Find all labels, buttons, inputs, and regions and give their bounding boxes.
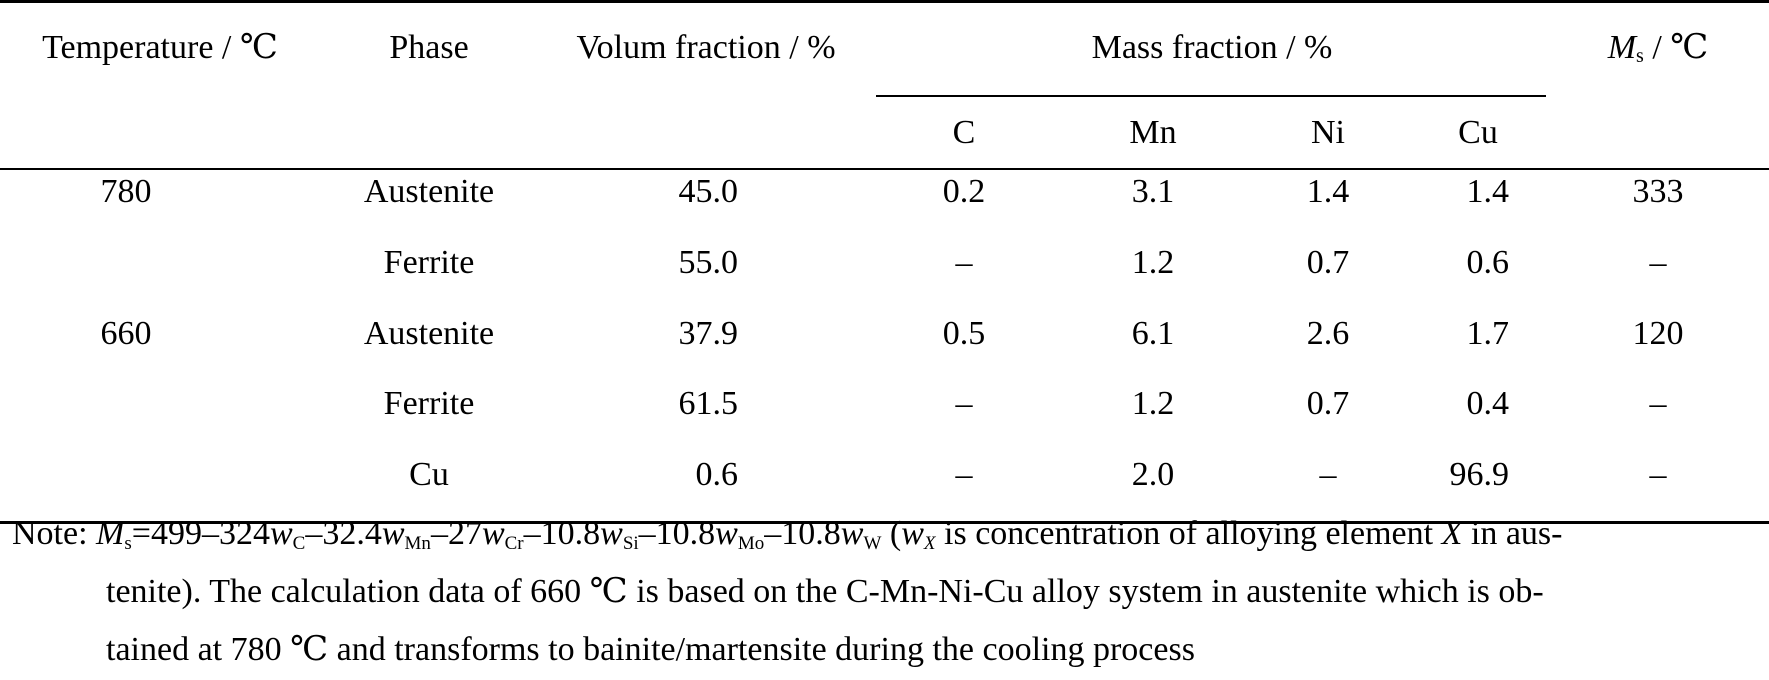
cell-volume-fraction: 61.5 — [678, 385, 739, 422]
note-sub-w: W — [863, 533, 882, 554]
note-w-mn: w — [381, 515, 405, 552]
cell-mass-ni: 2.6 — [1306, 315, 1350, 352]
note-t6: ( — [881, 515, 902, 552]
note-t5: –10.8 — [764, 515, 841, 552]
header-volume-fraction: Volum fraction / % — [576, 29, 836, 66]
cell-mass-mn: 3.1 — [1131, 173, 1175, 210]
note-sub-mo: Mo — [737, 533, 765, 554]
cell-volume-fraction: 55.0 — [678, 244, 739, 281]
note-t1: –32.4 — [305, 515, 382, 552]
cell-ms: 120 — [1632, 315, 1684, 352]
ms-subscript: s — [1636, 45, 1644, 67]
note-line-1: Note: Ms=499–324wC–32.4wMn–27wCr–10.8wSi… — [12, 505, 1562, 573]
cell-mass-c: 0.5 — [942, 315, 986, 352]
cell-ms: 333 — [1632, 173, 1684, 210]
table-bottom-rule — [0, 521, 1769, 524]
cell-mass-cu: 1.7 — [1466, 315, 1510, 352]
cell-phase: Austenite — [363, 173, 495, 210]
note-eq: =499–324 — [131, 515, 270, 552]
header-bottom-rule — [0, 168, 1769, 170]
cell-mass-ni: – — [1319, 456, 1337, 493]
cell-volume-fraction: 0.6 — [695, 456, 739, 493]
note-ms-subscript: s — [124, 533, 132, 554]
header-phase: Phase — [389, 29, 469, 66]
note-sub-si: Si — [622, 533, 639, 554]
note-sub-cr: Cr — [504, 533, 524, 554]
note-sub-c: C — [292, 533, 306, 554]
note-w-cr: w — [481, 515, 505, 552]
cell-mass-mn: 1.2 — [1131, 244, 1175, 281]
cell-mass-mn: 1.2 — [1131, 385, 1175, 422]
cell-volume-fraction: 37.9 — [678, 315, 739, 352]
cell-ms: – — [1649, 456, 1667, 493]
note-t2: –27 — [430, 515, 482, 552]
mass-fraction-underline — [876, 95, 1546, 97]
note-x-var: X — [1441, 515, 1463, 552]
header-mass-fraction: Mass fraction / % — [1091, 29, 1333, 66]
cell-phase: Ferrite — [383, 385, 475, 422]
cell-temperature: 780 — [100, 173, 152, 210]
header-element-ni: Ni — [1311, 114, 1345, 151]
note-prefix: Note: — [12, 515, 97, 552]
cell-temperature: 660 — [100, 315, 152, 352]
header-element-cu: Cu — [1458, 114, 1498, 151]
note-w-si: w — [600, 515, 623, 552]
note-line-3: tained at 780 ℃ and transforms to bainit… — [106, 631, 1195, 668]
cell-ms: – — [1649, 385, 1667, 422]
cell-mass-cu: 1.4 — [1466, 173, 1510, 210]
cell-mass-c: – — [955, 385, 973, 422]
cell-mass-mn: 2.0 — [1131, 456, 1175, 493]
cell-mass-cu: 0.4 — [1466, 385, 1510, 422]
header-ms: Ms / ℃ — [1608, 28, 1709, 76]
cell-phase: Austenite — [363, 315, 495, 352]
cell-mass-cu: 96.9 — [1449, 456, 1510, 493]
header-temperature: Temperature / ℃ — [42, 29, 278, 66]
cell-mass-c: – — [955, 456, 973, 493]
header-element-mn: Mn — [1129, 114, 1177, 151]
cell-phase: Cu — [409, 456, 449, 493]
note-w-mo: w — [715, 515, 738, 552]
cell-phase: Ferrite — [383, 244, 475, 281]
cell-mass-c: 0.2 — [942, 173, 986, 210]
note-w-w: w — [840, 515, 864, 552]
cell-mass-ni: 0.7 — [1306, 385, 1350, 422]
note-t3: –10.8 — [523, 515, 601, 552]
cell-mass-ni: 0.7 — [1306, 244, 1350, 281]
top-rule — [0, 0, 1769, 3]
note-line-2: tenite). The calculation data of 660 ℃ i… — [106, 573, 1544, 610]
note-t8: in aus- — [1462, 515, 1563, 552]
note-w-x: w — [901, 515, 924, 552]
cell-mass-ni: 1.4 — [1306, 173, 1350, 210]
ms-symbol: M — [1607, 29, 1637, 66]
note-sub-mn: Mn — [404, 533, 431, 554]
note-sub-x: X — [923, 533, 936, 554]
cell-ms: – — [1649, 244, 1667, 281]
cell-mass-cu: 0.6 — [1466, 244, 1510, 281]
note-t4: –10.8 — [638, 515, 716, 552]
ms-unit: / ℃ — [1643, 29, 1709, 66]
note-t7: is concentration of alloying element — [935, 515, 1442, 552]
note-w-c: w — [269, 515, 293, 552]
cell-mass-mn: 6.1 — [1131, 315, 1175, 352]
cell-mass-c: – — [955, 244, 973, 281]
cell-volume-fraction: 45.0 — [678, 173, 739, 210]
note-ms-symbol: M — [96, 515, 125, 552]
header-element-c: C — [952, 114, 976, 151]
